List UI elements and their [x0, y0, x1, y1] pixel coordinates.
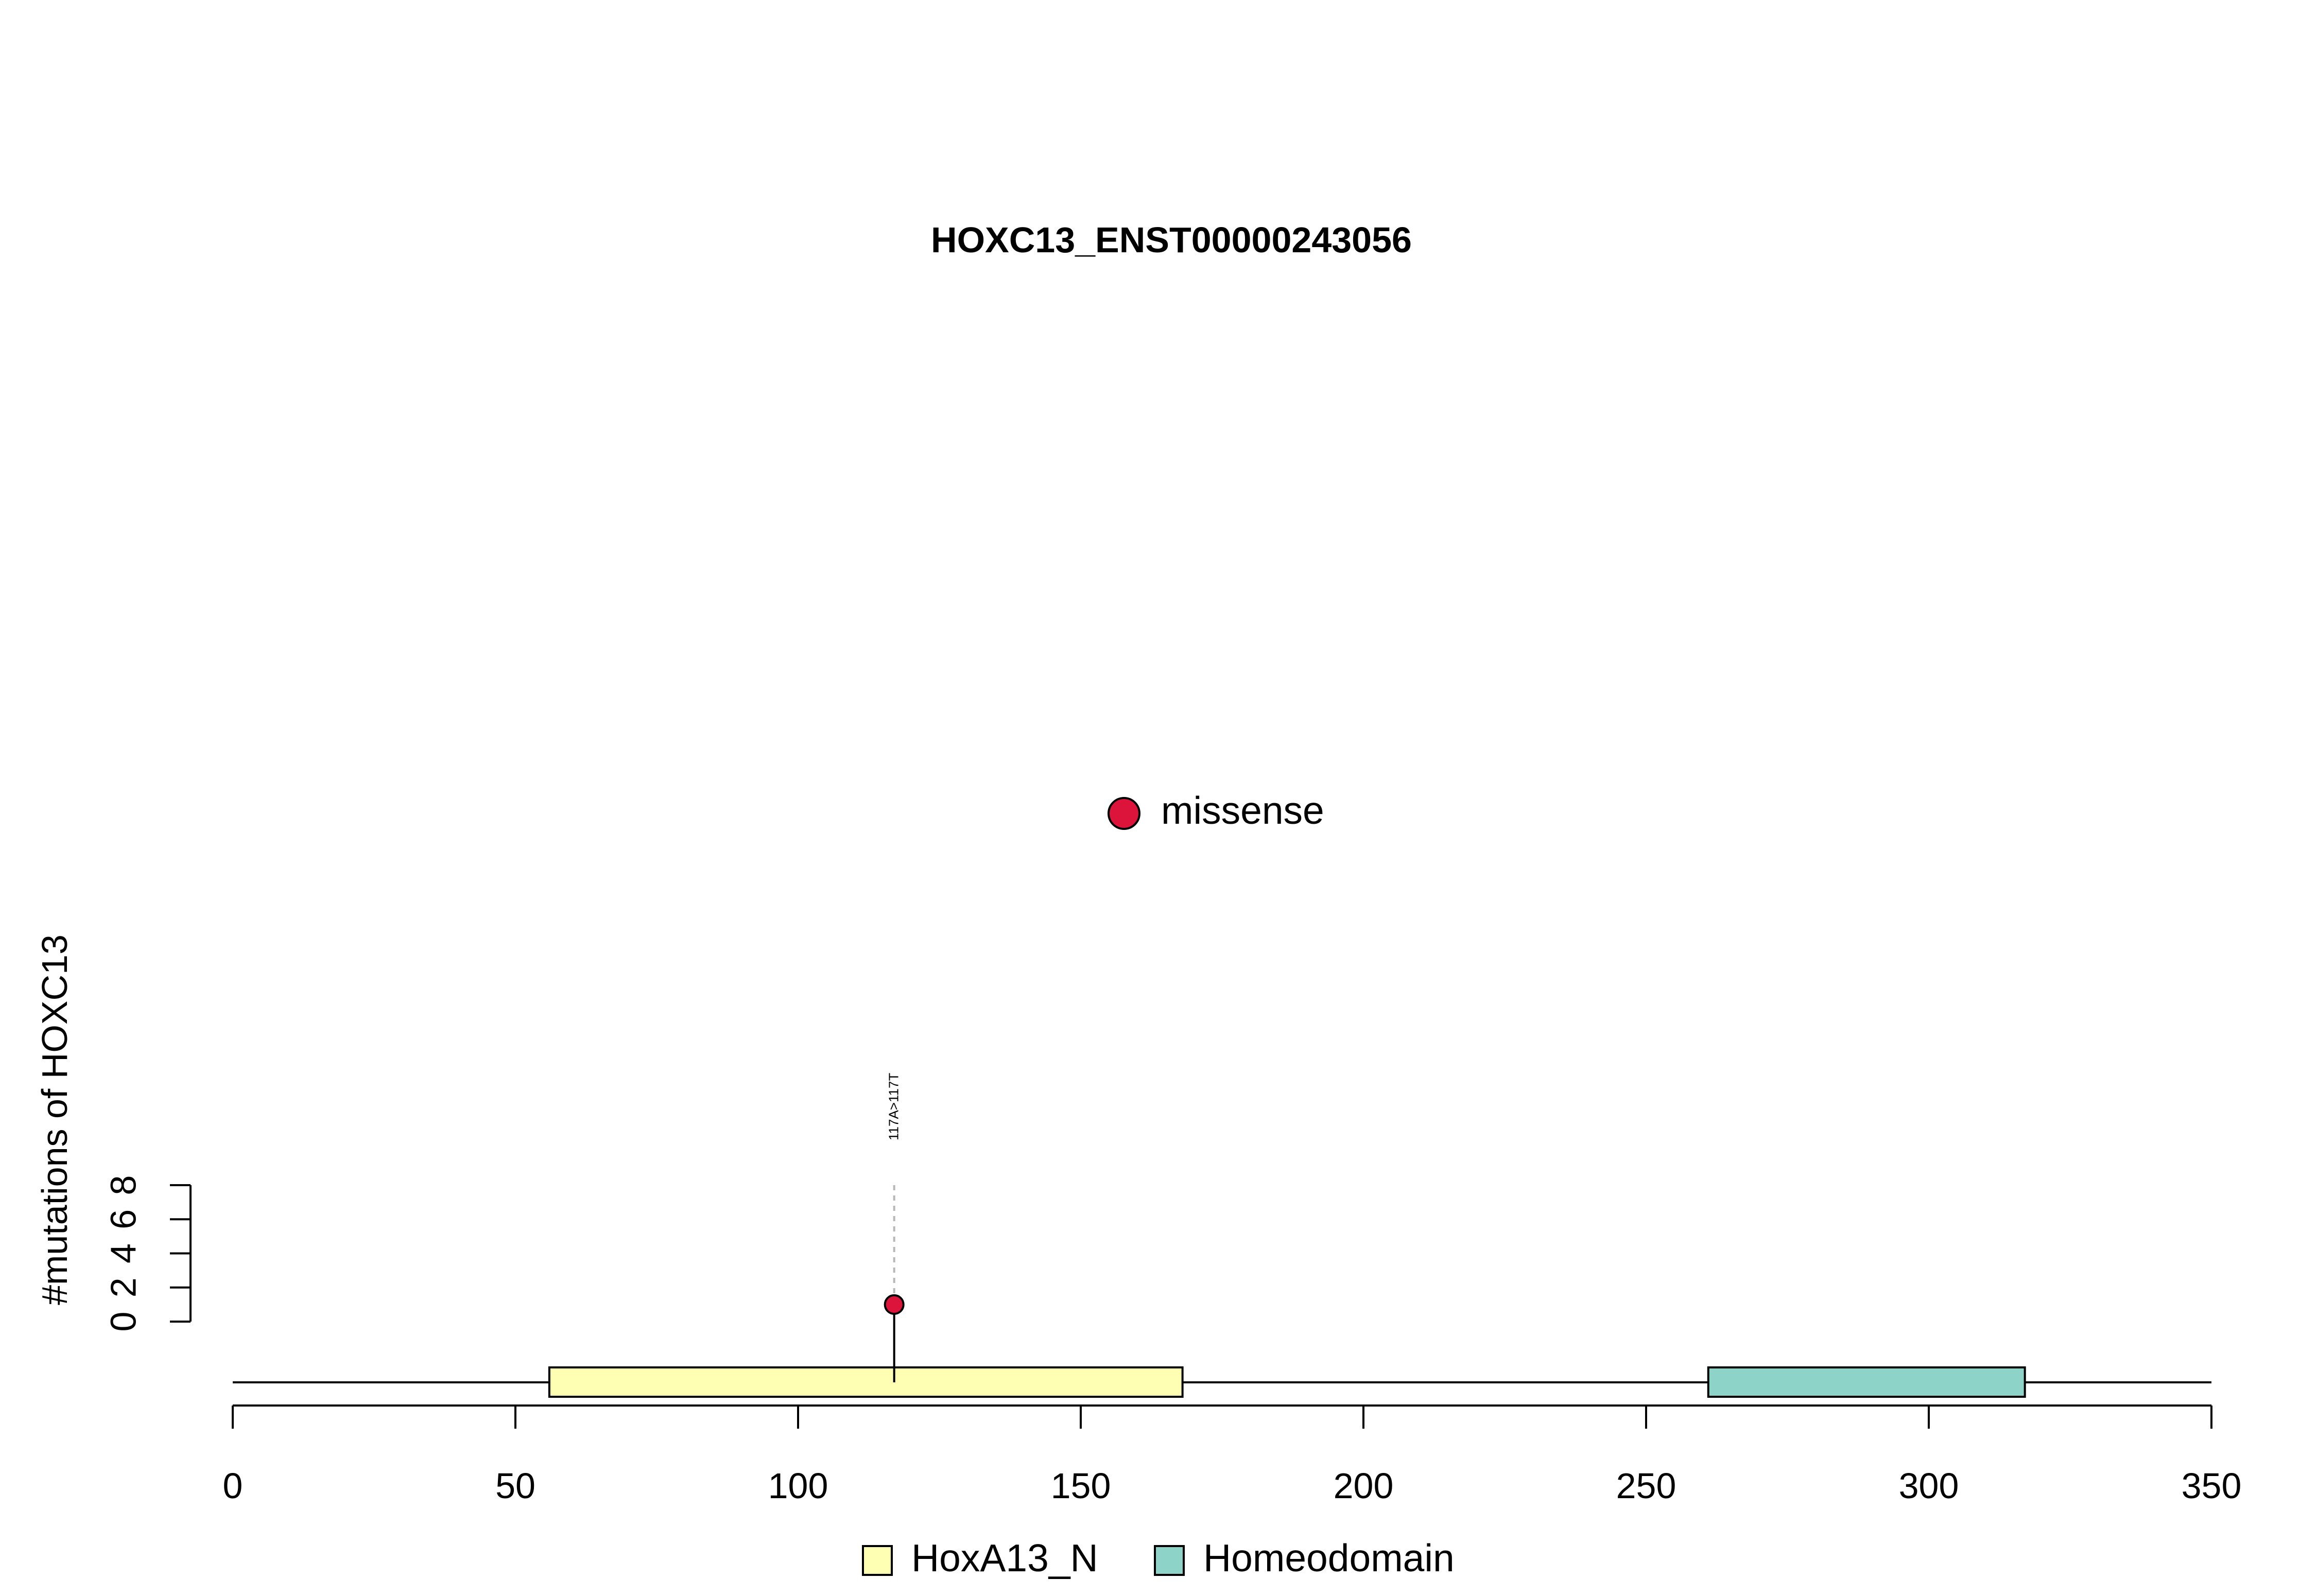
mutation-legend: missense	[1108, 789, 1324, 832]
domain-legend-label-1: Homeodomain	[1203, 1536, 1455, 1580]
domain-legend-swatch-1	[1154, 1545, 1185, 1576]
mutation-head-0	[884, 1294, 905, 1315]
y-tick-label-4: 8	[103, 1175, 143, 1195]
y-axis-label: #mutations of HOXC13	[34, 934, 75, 1305]
domain-legend-label-0: HoxA13_N	[911, 1536, 1098, 1580]
x-tick-label-0: 0	[223, 1466, 243, 1506]
domain-1	[1707, 1366, 2026, 1398]
y-tick-label-2: 4	[103, 1243, 143, 1263]
y-tick-label-0: 0	[103, 1312, 143, 1332]
chart-title: HOXC13_ENST00000243056	[931, 220, 1412, 260]
x-tick-label-2: 100	[768, 1466, 828, 1506]
domains	[548, 1366, 2026, 1398]
x-tick-label-3: 150	[1051, 1466, 1111, 1506]
y-tick-label-1: 2	[103, 1277, 143, 1297]
domain-legend-swatch-0	[862, 1545, 893, 1576]
mutations: 117A>117T	[884, 1073, 905, 1382]
x-tick-label-1: 50	[495, 1466, 535, 1506]
y-axis: 0 2 4 6 8	[103, 1175, 192, 1332]
domain-legend: HoxA13_N Homeodomain	[862, 1536, 1455, 1580]
x-tick-label-6: 300	[1899, 1466, 1959, 1506]
x-tick-label-7: 350	[2182, 1466, 2242, 1506]
x-axis: 0 50 100 150 200 250 300 350	[223, 1404, 2242, 1506]
x-tick-label-5: 250	[1616, 1466, 1676, 1506]
mutation-label-0: 117A>117T	[886, 1073, 902, 1140]
domain-0	[548, 1366, 1184, 1398]
mutation-legend-marker-0	[1108, 797, 1140, 830]
mutation-legend-label-0: missense	[1161, 789, 1324, 832]
x-tick-label-4: 200	[1334, 1466, 1394, 1506]
y-tick-label-3: 6	[103, 1209, 143, 1229]
